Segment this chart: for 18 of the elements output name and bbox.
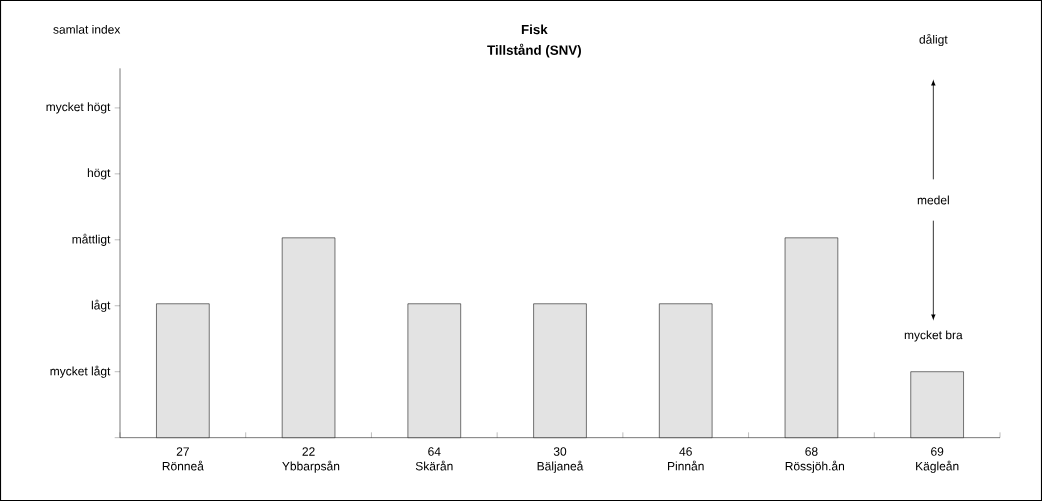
chart-title: Fisk <box>521 24 548 35</box>
x-tick-label: 22 Ybbarpsån <box>282 447 340 473</box>
x-tick-label: 68 Rössjöh.ån <box>785 447 845 473</box>
text: lågt <box>91 299 111 312</box>
x-tick-label: 64 Skärån <box>415 447 453 471</box>
text: måttligt <box>72 233 111 246</box>
text: mycket lågt <box>50 365 111 378</box>
x-tick-label: 30 Bäljaneå <box>537 447 584 473</box>
x-tick-label: 27 Rönneå <box>162 447 204 471</box>
annotation: mycket bra <box>904 330 963 342</box>
chart-subtitle: Tillstånd (SNV) <box>487 43 581 58</box>
text: högt <box>87 168 111 180</box>
text: samlat index <box>53 24 121 34</box>
text: medel <box>917 195 949 205</box>
text: dåligt <box>919 33 948 47</box>
x-tick-label: 46 Pinnån <box>668 447 704 471</box>
x-tick-label: 69 Kägleån <box>916 447 959 473</box>
text: mycket högt <box>46 102 111 114</box>
